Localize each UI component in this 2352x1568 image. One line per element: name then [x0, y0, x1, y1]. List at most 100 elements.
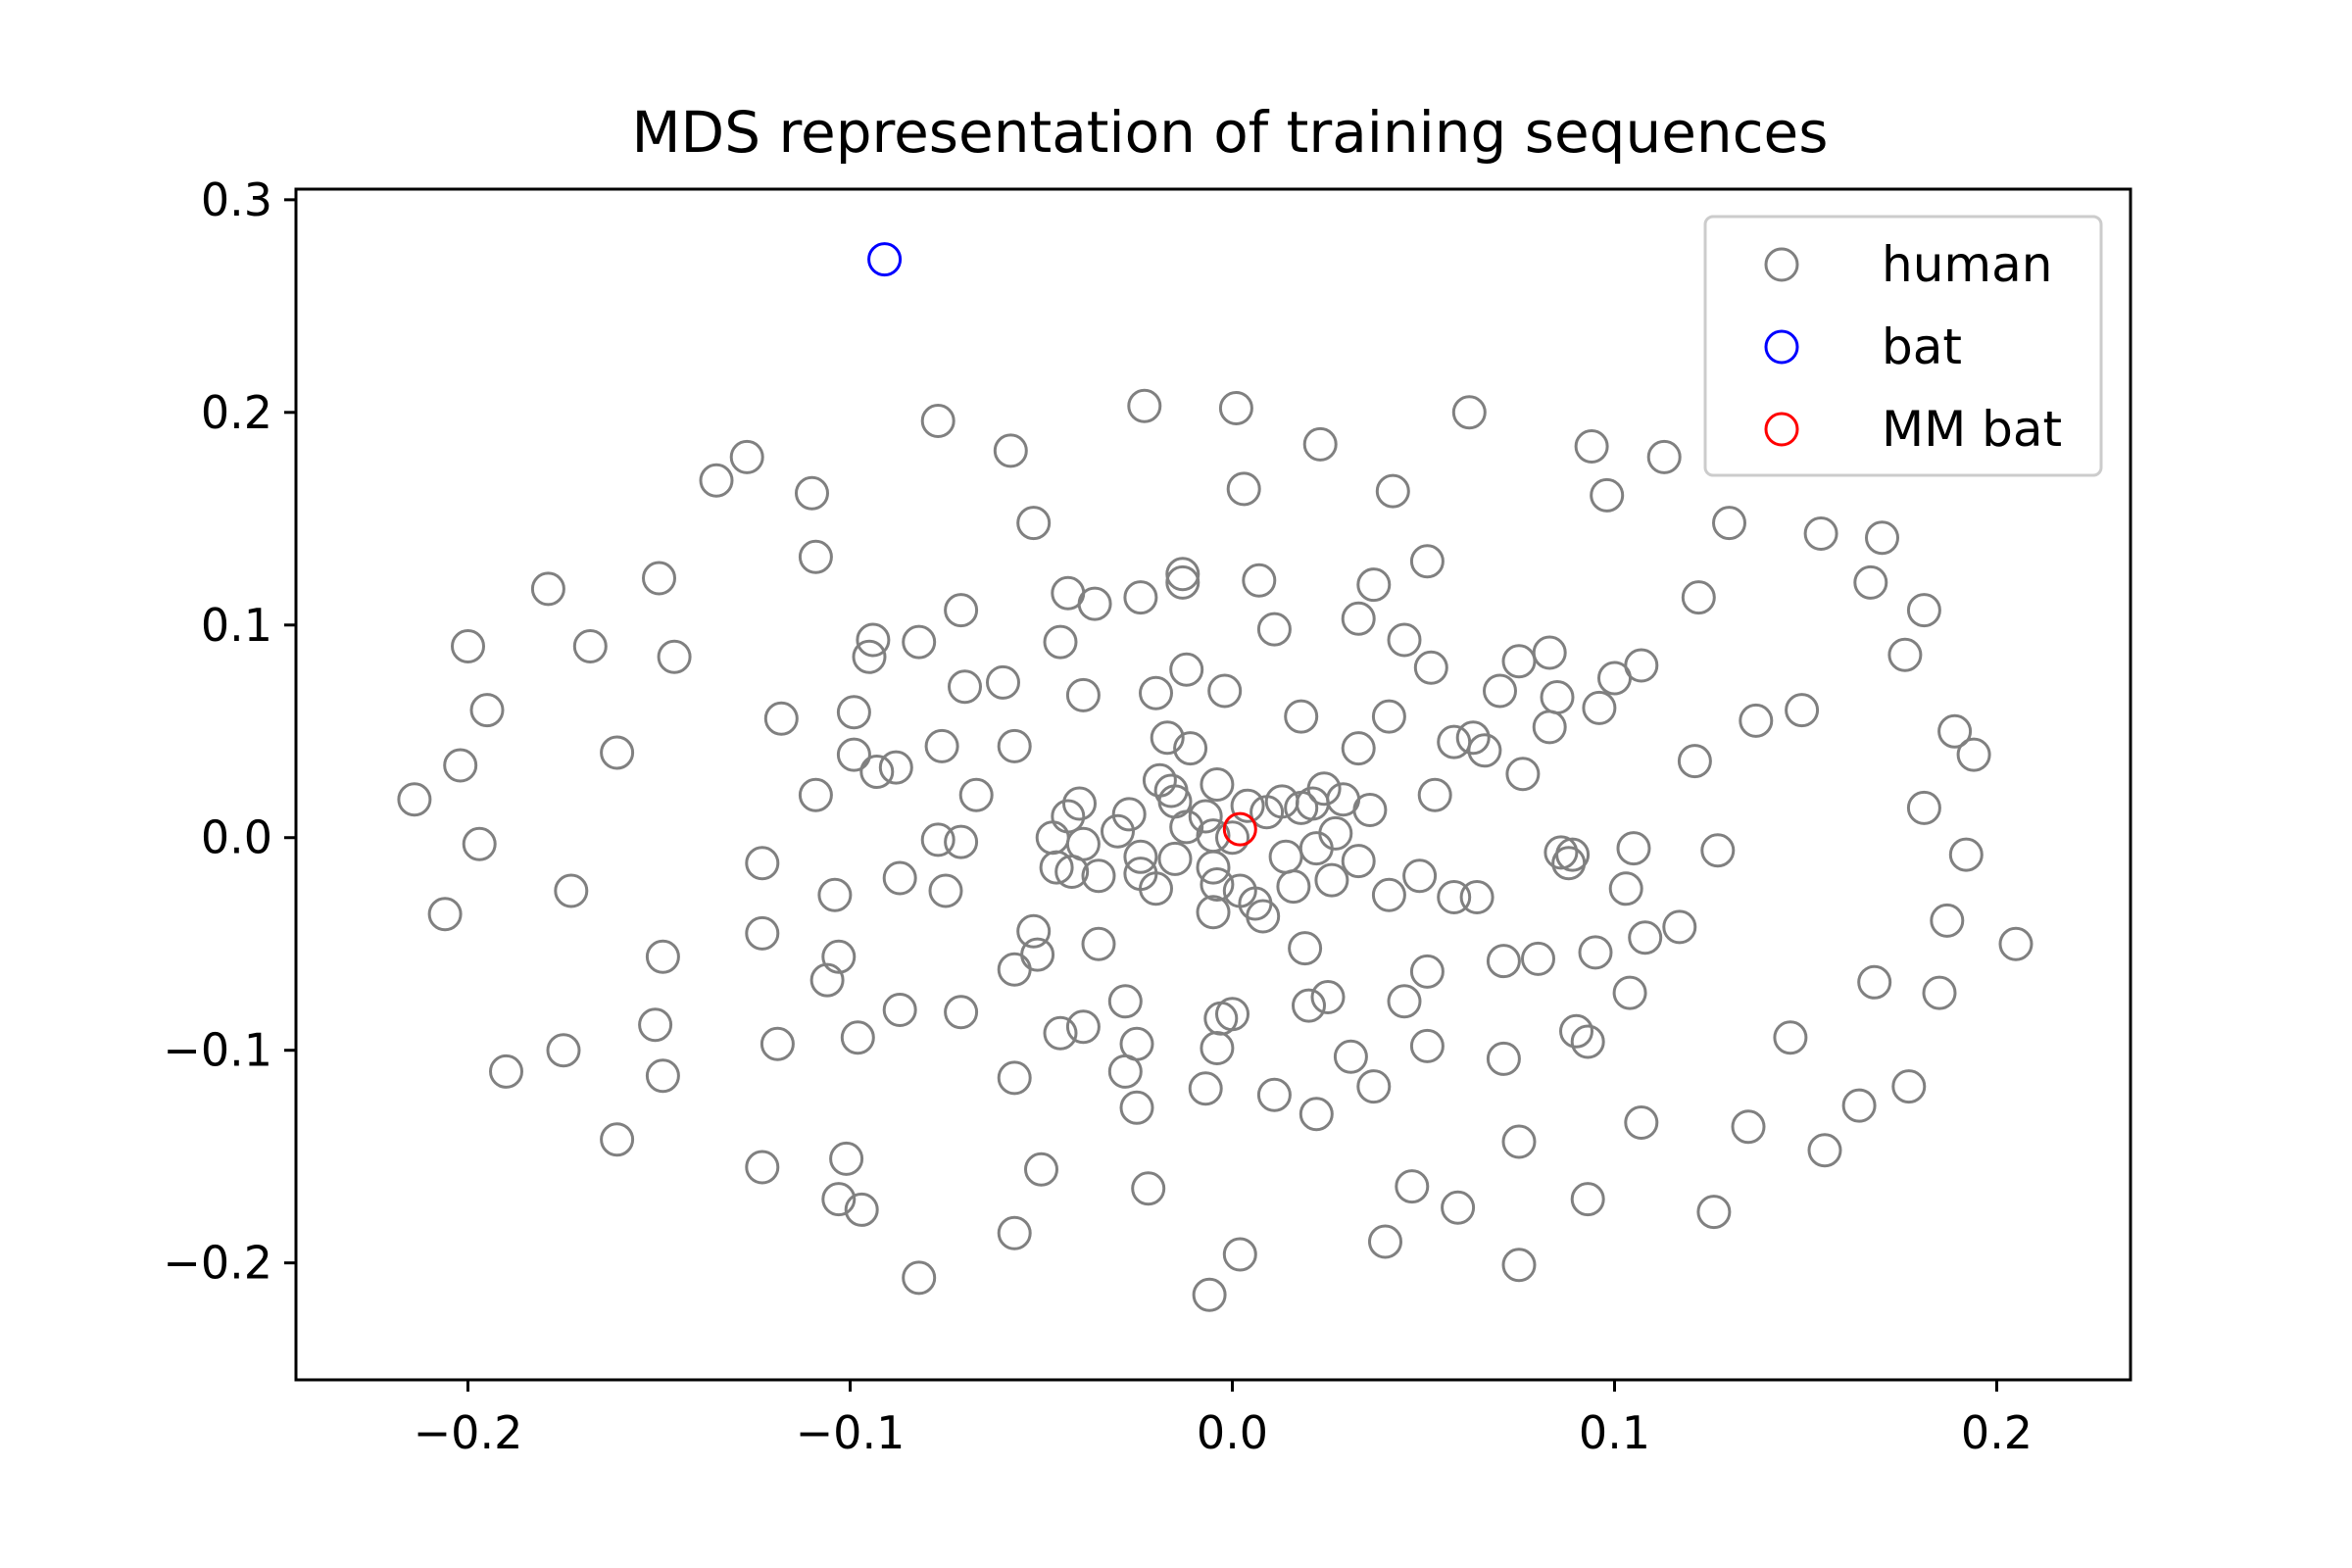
human-point [530, 571, 565, 607]
legend-marker-human [1764, 247, 1799, 282]
human-point [1521, 941, 1555, 976]
human-point [1310, 980, 1346, 1014]
x-tick-label: −0.2 [414, 1406, 523, 1459]
human-point [836, 737, 871, 772]
human-point [657, 639, 692, 674]
human-point [600, 735, 635, 770]
human-point [1188, 799, 1223, 834]
human-point [1043, 624, 1078, 660]
human-point [1544, 835, 1579, 870]
y-tick-label: 0.2 [201, 386, 272, 439]
human-point [1024, 1152, 1058, 1187]
human-point [1242, 563, 1277, 598]
human-point [997, 728, 1032, 763]
human-point [1532, 710, 1567, 745]
human-point [1891, 1069, 1927, 1104]
human-point [1318, 815, 1353, 851]
human-point [1906, 790, 1941, 825]
human-point [986, 664, 1020, 700]
human-point [1395, 1169, 1430, 1204]
y-axis: 0.3 0.2 0.1 0.0 −0.1 −0.2 [163, 173, 296, 1290]
human-point [997, 1060, 1032, 1096]
human-point [462, 826, 497, 861]
legend-label-bat: bat [1882, 318, 1962, 375]
x-tick-label: 0.0 [1197, 1406, 1268, 1459]
human-point [638, 1007, 673, 1043]
human-point [469, 693, 505, 728]
human-point [1111, 797, 1147, 832]
human-point [1062, 786, 1097, 821]
human-point [1222, 1237, 1257, 1272]
human-point [1570, 1024, 1605, 1059]
human-point [1857, 964, 1892, 1000]
human-point [1555, 837, 1591, 872]
human-point [1065, 1009, 1101, 1045]
human-point [993, 433, 1028, 468]
human-point [1441, 1190, 1476, 1225]
human-point [1196, 895, 1231, 930]
legend-box [1703, 215, 2103, 477]
human-point [397, 782, 432, 817]
human-point [1437, 724, 1472, 760]
human-point [1215, 997, 1250, 1032]
human-point [944, 593, 979, 628]
human-point [1226, 471, 1261, 507]
legend-marker-bat [1764, 329, 1799, 365]
human-point [1268, 839, 1303, 874]
human-point [427, 897, 463, 932]
human-point [1123, 580, 1158, 615]
human-point [1371, 699, 1406, 734]
human-point [1417, 777, 1452, 812]
human-point [1284, 699, 1319, 734]
x-tick-label: 0.1 [1579, 1406, 1650, 1459]
y-tick-label: −0.1 [163, 1024, 272, 1077]
plot-area-frame [294, 187, 2132, 1382]
human-point [1256, 612, 1292, 647]
human-point [1646, 439, 1682, 474]
human-point [1505, 757, 1541, 792]
human-point [1165, 557, 1200, 592]
human-point [645, 1058, 680, 1094]
human-point [1039, 850, 1074, 885]
human-point [1739, 703, 1774, 738]
human-point [798, 777, 833, 812]
human-point [1532, 635, 1567, 670]
human-point [944, 995, 979, 1030]
human-point [920, 404, 956, 438]
mm-bat-point [1222, 811, 1257, 847]
human-point [1486, 1041, 1521, 1076]
human-point [1119, 1090, 1154, 1125]
human-point [1333, 1039, 1368, 1074]
human-point [859, 755, 895, 789]
human-point [1608, 871, 1643, 906]
human-point [1409, 954, 1445, 989]
human-point [1020, 937, 1055, 972]
human-point [821, 939, 857, 974]
human-point [1922, 975, 1957, 1010]
human-point [1582, 690, 1617, 725]
human-point [1612, 975, 1647, 1010]
human-point [920, 822, 956, 858]
human-point [489, 1054, 523, 1089]
x-tick-label: 0.2 [1961, 1406, 2033, 1459]
human-point [745, 1150, 780, 1185]
human-point [1501, 1124, 1537, 1159]
human-point [1230, 788, 1265, 823]
human-point [829, 1141, 864, 1176]
human-point [1375, 473, 1410, 509]
human-point [1578, 935, 1613, 970]
human-point [844, 1192, 879, 1227]
human-point [1200, 767, 1235, 802]
human-point [1016, 506, 1052, 541]
human-point [1773, 1020, 1808, 1055]
human-point [948, 669, 982, 705]
human-point [1065, 677, 1101, 712]
human-point [1150, 720, 1185, 756]
human-point [1077, 586, 1112, 621]
human-point [1409, 1028, 1445, 1063]
human-point [554, 873, 589, 908]
legend-entries: human bat MM bat [1764, 236, 2062, 458]
human-point [1356, 1069, 1392, 1104]
human-point [1341, 844, 1376, 879]
